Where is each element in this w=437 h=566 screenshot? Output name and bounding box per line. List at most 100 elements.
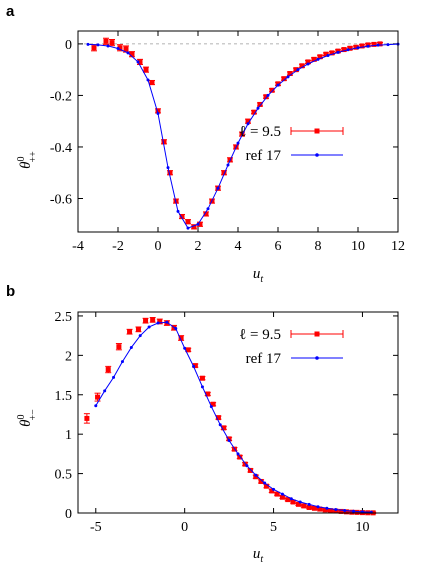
panel-a-legend-marker <box>315 153 319 157</box>
panel-a-series-ref-point <box>196 222 200 226</box>
panel-b-y-tick-label: 1 <box>65 428 72 443</box>
panel-a-x-tick-label: 2 <box>195 239 202 254</box>
panel-a: a θ0++ ut -4 -2 0 2 4 6 8 10 12 0 -0.2 -0.4 -0.6 ℓ = … <box>6 3 405 285</box>
panel-a-x-tick-label: -4 <box>72 239 84 254</box>
x-axis-label-b: ut <box>253 546 264 565</box>
panel-a-series-ref-line <box>87 43 399 229</box>
panel-a-series-ref-point <box>326 53 330 57</box>
panel-b-series-ref-point <box>165 320 169 324</box>
panel-b-series-ref-point <box>280 492 284 496</box>
panel-b-series-data-point <box>215 415 221 421</box>
y-axis-label-a: θ0++ <box>16 151 39 169</box>
panel-a-series-ref-point <box>276 83 280 87</box>
panel-b-series-ref-point <box>298 500 302 504</box>
panel-a-series-data-point <box>191 224 197 230</box>
panel-a-y-tick-label: -0.2 <box>50 89 72 104</box>
panel-b-series-data-point <box>116 344 122 350</box>
panel-b-series-data-point <box>105 367 111 373</box>
panel-b-series-ref-point <box>272 487 276 491</box>
panel-a-series-data-point <box>269 87 275 93</box>
panel-b-series-data-point <box>221 425 227 431</box>
panel-a-series-data-point <box>137 59 143 65</box>
panel-b-series-ref-point <box>352 509 356 513</box>
panel-b-series-ref-point <box>245 464 249 468</box>
panel-b-series-data-point <box>258 478 264 484</box>
panel-b-series-data-point <box>263 483 269 489</box>
panel-a-series-ref-point <box>146 78 150 82</box>
panel-a-series-data-point <box>167 170 173 176</box>
panel-b-x-tick-label: 10 <box>355 520 369 535</box>
panel-b-series-ref-point <box>334 507 338 511</box>
panel-b-series-ref-point <box>120 360 124 364</box>
panel-b-series-ref-point <box>156 321 160 325</box>
panel-b-series-ref-point <box>129 345 133 349</box>
panel-a-series-data-point <box>161 139 167 145</box>
panel-a-series-ref-point <box>166 166 170 170</box>
panel-a-series-data-point <box>251 109 257 115</box>
panel-b-series-ref-point <box>254 473 258 477</box>
panel-a-series-ref-point <box>186 226 190 230</box>
panel-a-series-ref-point <box>266 93 270 97</box>
panel-a-x-tick-label: 10 <box>351 239 365 254</box>
panel-b-series-data-point <box>95 394 101 400</box>
panel-a-series-data-point <box>329 50 335 56</box>
x-axis-label-a: ut <box>253 266 264 285</box>
panel-a-series-ref-point <box>376 43 380 47</box>
panel-a-legend-marker <box>314 128 320 134</box>
panel-b-series-ref-point <box>112 375 116 379</box>
panel-b-series-data-point <box>205 391 211 397</box>
panel-a-series-ref-point <box>106 44 110 48</box>
panel-a-series-ref-point <box>156 111 160 115</box>
panel-b-series-data-point <box>185 347 191 353</box>
panel-b-series-ref-point <box>236 452 240 456</box>
panel-a-series-ref-point <box>236 141 240 145</box>
panel-b-series-data-point <box>349 509 355 515</box>
panel-a-series-ref-point <box>206 207 210 211</box>
panel-b-series-ref-point <box>218 423 222 427</box>
panel-a-series-data-point <box>123 46 129 52</box>
panel-a-series-data-point <box>359 43 365 49</box>
panel-b-series-ref-point <box>227 438 231 442</box>
panel-a-series-ref-point <box>86 42 90 46</box>
panel-b-y-tick-label: 2.5 <box>55 310 73 325</box>
panel-b-series-data-point <box>338 508 344 514</box>
panel-a-series-data-point <box>353 44 359 50</box>
panel-b-series-ref-point <box>200 385 204 389</box>
panel-b-series-data-point <box>327 508 333 514</box>
panel-a-series-ref-point <box>116 47 120 51</box>
panel-a-series-data-point <box>221 170 227 176</box>
panel-b-series-ref-point <box>174 327 178 331</box>
panel-a-series-ref-point <box>356 46 360 50</box>
panel-a-series-data-point <box>281 76 287 82</box>
panel-b-series-data-point <box>192 363 198 369</box>
panel-a-plot-frame <box>77 30 399 233</box>
panel-b-legend-label: ℓ = 9.5 <box>239 327 281 343</box>
panel-b-legend-marker <box>314 331 320 337</box>
panel-a-series-data-point <box>347 45 353 51</box>
panel-b-plot-frame <box>77 311 399 514</box>
panel-a-series-data-point <box>179 214 185 220</box>
panel-a-series-ref-point <box>256 106 260 110</box>
panel-b-series-ref-point <box>343 508 347 512</box>
panel-b-series-data-point <box>135 326 141 332</box>
panel-b-series-data-point <box>274 491 280 497</box>
panel-b-legend-marker <box>315 356 319 360</box>
panel-b-series-data-point <box>354 509 360 515</box>
panel-a-series-ref-point <box>296 68 300 72</box>
panel-a-x-tick-label: 8 <box>315 239 322 254</box>
panel-a-series-data-point <box>257 101 263 107</box>
panel-b-series-ref-point <box>307 502 311 506</box>
panel-b-series-data-point <box>343 509 349 515</box>
panel-a-series-data-point <box>323 51 329 57</box>
panel-b-y-tick-label: 1.5 <box>55 389 73 404</box>
panel-b-series-ref-point <box>147 325 151 329</box>
panel-a-series-data-point <box>103 38 109 44</box>
panel-a-y-tick-label: -0.6 <box>50 193 72 208</box>
panel-b-series-data-point <box>199 375 205 381</box>
panel-a-series-data-point <box>197 221 203 227</box>
panel-b-series-ref-point <box>94 404 98 408</box>
panel-b-series-ref-line <box>95 321 372 513</box>
panel-b-series-data-point <box>226 436 232 442</box>
panel-b-series-ref-point <box>103 389 107 393</box>
